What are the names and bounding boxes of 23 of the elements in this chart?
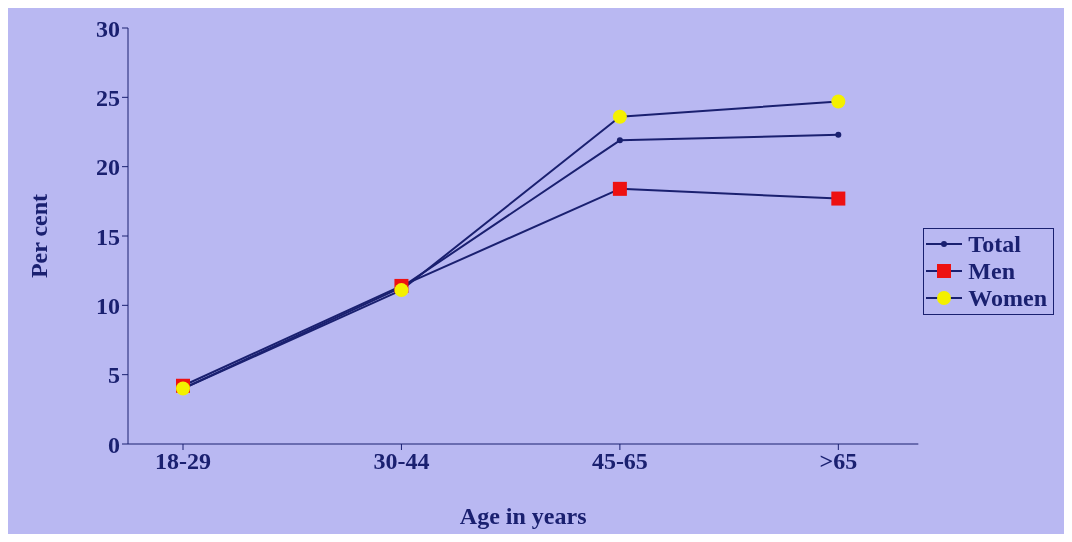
legend-label: Women xyxy=(968,284,1047,312)
y-tick-label: 0 xyxy=(108,431,120,458)
y-tick-label: 10 xyxy=(96,292,120,319)
x-tick-label: 18-29 xyxy=(155,448,211,475)
legend-label: Men xyxy=(968,257,1015,285)
y-tick-label: 15 xyxy=(96,223,120,250)
y-tick-label: 25 xyxy=(96,84,120,111)
point xyxy=(612,181,627,196)
point xyxy=(831,94,846,109)
y-tick-label: 20 xyxy=(96,154,120,181)
x-tick-label: >65 xyxy=(819,448,858,475)
point xyxy=(612,109,627,124)
x-axis-title: Age in years xyxy=(459,503,587,529)
y-tick-label: 30 xyxy=(96,15,120,42)
y-axis-title: Per cent xyxy=(25,193,52,279)
x-tick-label: 45-65 xyxy=(591,448,648,475)
point xyxy=(835,131,842,138)
point xyxy=(616,137,623,144)
point xyxy=(394,283,409,298)
x-tick-label: 30-44 xyxy=(373,448,430,475)
legend-label: Total xyxy=(968,230,1021,258)
point xyxy=(831,191,846,206)
y-tick-label: 5 xyxy=(108,362,120,389)
